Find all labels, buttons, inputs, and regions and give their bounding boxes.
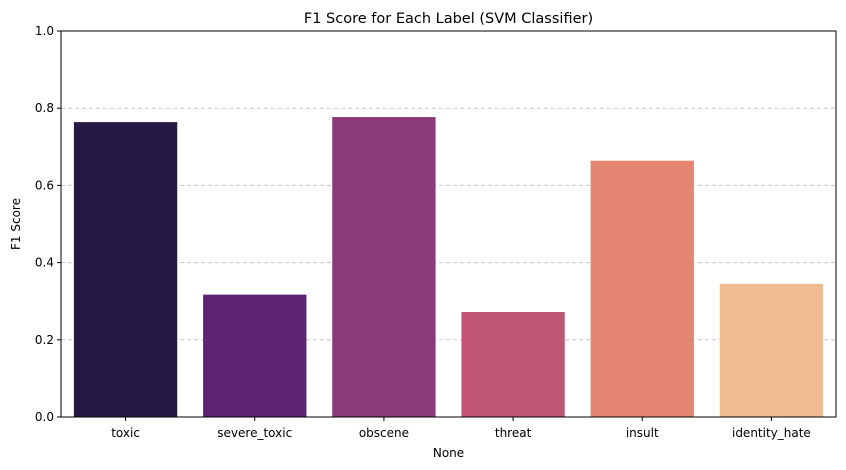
y-tick-label: 0.8 (35, 101, 54, 115)
x-tick-label: severe_toxic (217, 426, 292, 440)
x-tick-label: toxic (111, 426, 140, 440)
y-tick-label: 1.0 (35, 24, 54, 38)
bar-severe_toxic (203, 294, 307, 417)
x-tick-label: threat (495, 426, 532, 440)
y-tick-label: 0.2 (35, 333, 54, 347)
chart-title: F1 Score for Each Label (SVM Classifier) (304, 11, 593, 27)
x-tick-label: insult (626, 426, 659, 440)
y-tick-label: 0.4 (35, 256, 54, 270)
plot-frame (60, 30, 837, 418)
bar-obscene (332, 117, 436, 417)
y-axis-label: F1 Score (9, 198, 23, 250)
y-axis: 0.0 0.2 0.4 0.6 0.8 1.0 (35, 24, 61, 424)
x-axis-label: None (433, 446, 464, 460)
x-axis: toxic severe_toxic obscene threat insult iden… (111, 417, 811, 440)
bars (73, 117, 824, 418)
bar-identity_hate (719, 283, 824, 417)
bar-toxic (73, 122, 178, 417)
bar-insult (590, 160, 694, 418)
y-tick-label: 0.6 (35, 178, 54, 192)
y-tick-label: 0.0 (35, 410, 54, 424)
x-tick-label: obscene (359, 426, 409, 440)
gridlines (61, 107, 836, 341)
bar-threat (461, 312, 565, 417)
x-tick-label: identity_hate (732, 426, 811, 440)
